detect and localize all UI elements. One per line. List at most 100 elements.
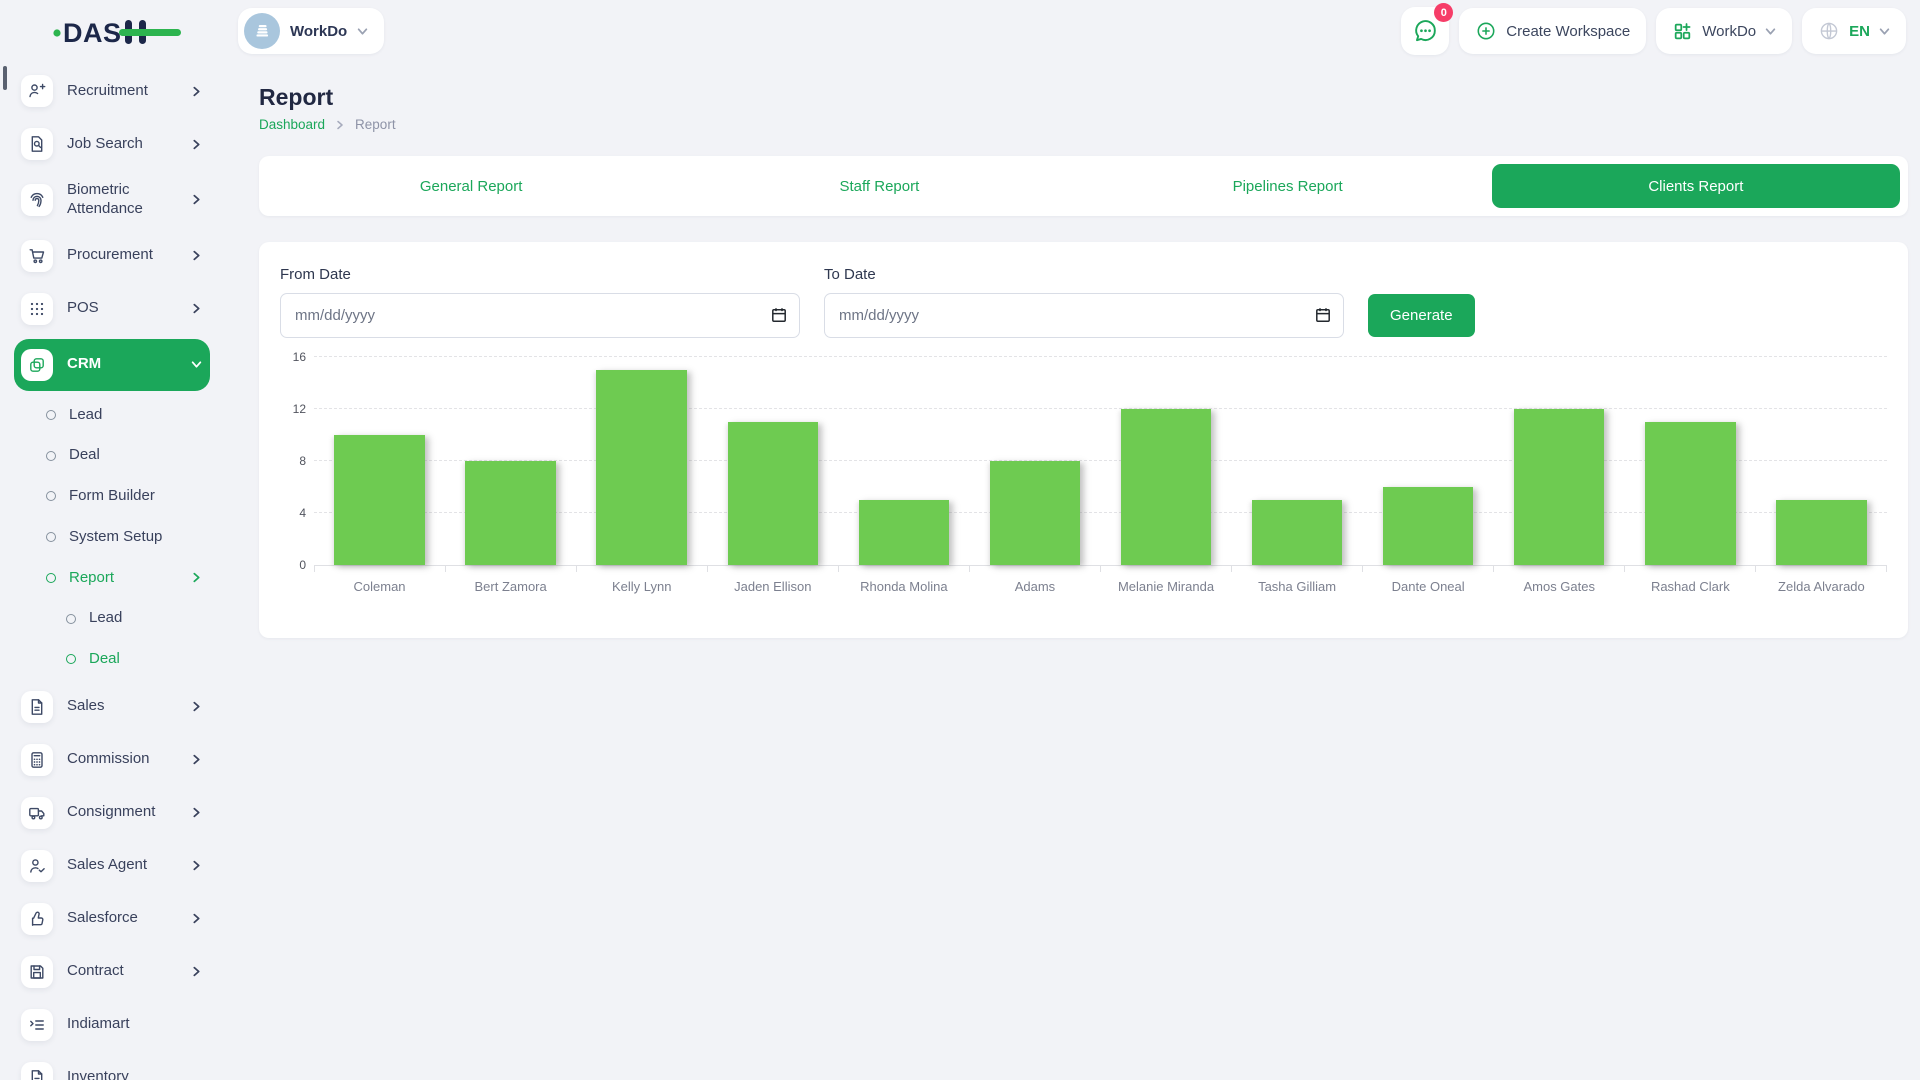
workdo-menu-button[interactable]: WorkDo xyxy=(1656,8,1793,54)
tab-staff-report[interactable]: Staff Report xyxy=(675,164,1083,208)
commission-icon xyxy=(21,743,53,776)
tab-general-report[interactable]: General Report xyxy=(267,164,675,208)
chart-bar-slot xyxy=(1363,487,1494,565)
sidebar-scrollbar[interactable] xyxy=(3,66,7,90)
globe-icon xyxy=(1820,22,1838,40)
sidebar-item-indiamart[interactable]: Indiamart xyxy=(14,999,210,1051)
sidebar-item-deal[interactable]: Deal xyxy=(14,435,210,476)
sidebar-item-procurement[interactable]: Procurement xyxy=(14,230,210,282)
pos-icon xyxy=(21,292,53,325)
chart-x-label: Coleman xyxy=(353,579,406,594)
chart-x-label: Rhonda Molina xyxy=(860,579,948,594)
sidebar-item-lead[interactable]: Lead xyxy=(14,395,210,436)
sidebar-item-commission[interactable]: Commission xyxy=(14,734,210,786)
create-workspace-label: Create Workspace xyxy=(1506,22,1631,40)
bar-zelda-alvarado[interactable] xyxy=(1776,500,1867,565)
tab-pipelines-report[interactable]: Pipelines Report xyxy=(1084,164,1492,208)
bar-tasha-gilliam[interactable] xyxy=(1251,500,1343,565)
chart-axis-tick xyxy=(1494,566,1625,572)
chevron-right-icon xyxy=(191,303,202,314)
sidebar-item-consignment[interactable]: Consignment xyxy=(14,787,210,839)
generate-button[interactable]: Generate xyxy=(1368,294,1475,337)
circle-bullet-icon xyxy=(46,491,56,502)
grid-plus-icon xyxy=(1675,22,1691,39)
bar-rashad-clark[interactable] xyxy=(1645,422,1736,565)
chart-bar-slot xyxy=(1625,422,1756,565)
bar-melanie-miranda[interactable] xyxy=(1120,409,1212,565)
tab-clients-report[interactable]: Clients Report xyxy=(1491,164,1900,208)
bar-bert-zamora[interactable] xyxy=(465,461,556,565)
job-search-icon xyxy=(21,128,53,160)
sidebar-item-label: System Setup xyxy=(69,527,163,545)
contract-icon xyxy=(21,955,53,988)
chart-plot-area: 0 4 8 12 16 xyxy=(293,350,1887,572)
chart-axis-tick xyxy=(1756,566,1887,572)
messages-badge: 0 xyxy=(1434,3,1454,22)
calendar-icon[interactable] xyxy=(1314,306,1332,324)
sidebar-item-sales-agent[interactable]: Sales Agent xyxy=(14,840,210,892)
sidebar-item-report[interactable]: Report xyxy=(14,558,210,599)
chart-axis-ticks xyxy=(314,566,1887,572)
sidebar-item-contract[interactable]: Contract xyxy=(14,946,210,998)
sidebar-item-system-setup[interactable]: System Setup xyxy=(14,517,210,558)
language-selector[interactable]: EN xyxy=(1802,8,1906,54)
chart-y-tick-label: 16 xyxy=(292,350,306,364)
chart-axis-tick xyxy=(1232,566,1363,572)
chart-bars xyxy=(314,358,1887,565)
from-date-label: From Date xyxy=(280,266,351,283)
chart-y-tick-label: 8 xyxy=(299,454,306,468)
sidebar-item-biometric-attendance[interactable]: Biometric Attendance xyxy=(14,171,210,229)
indiamart-icon xyxy=(21,1008,53,1041)
sidebar-item-crm[interactable]: CRM xyxy=(14,338,210,391)
chart-x-label: Bert Zamora xyxy=(474,579,547,594)
messages-button[interactable]: 0 xyxy=(1401,3,1454,55)
bar-adams[interactable] xyxy=(989,461,1081,565)
sidebar-item-label: CRM xyxy=(67,355,102,373)
sidebar-item-recruitment[interactable]: Recruitment xyxy=(14,65,210,117)
sidebar-item-inventory[interactable]: Inventory xyxy=(14,1052,210,1080)
sidebar-item-sales[interactable]: Sales xyxy=(14,681,210,733)
bar-jaden-ellison[interactable] xyxy=(727,422,818,565)
clients-report-chart: 0 4 8 12 16 Coleman Bert Zamora Kelly Lynn Jade… xyxy=(280,350,1887,594)
workspace-selector[interactable]: WorkDo xyxy=(238,8,385,54)
sidebar-item-label: Inventory xyxy=(67,1068,129,1080)
sidebar-item-salesforce[interactable]: Salesforce xyxy=(14,893,210,945)
chart-x-label: Adams xyxy=(1014,579,1056,594)
chevron-down-icon xyxy=(357,26,368,37)
chart-bar-slot xyxy=(969,461,1100,565)
chart-gridline xyxy=(314,408,1887,409)
bar-kelly-lynn[interactable] xyxy=(596,370,687,565)
breadcrumb-dashboard-link[interactable]: Dashboard xyxy=(259,117,326,132)
sidebar-item-label: Report xyxy=(69,568,115,586)
chevron-down-icon xyxy=(1879,26,1890,37)
sidebar-item-label: Form Builder xyxy=(69,487,155,504)
bar-amos-gates[interactable] xyxy=(1514,409,1605,565)
to-date-input[interactable] xyxy=(824,293,1344,338)
sidebar-item-label: Commission xyxy=(67,750,150,768)
calendar-icon[interactable] xyxy=(770,306,788,324)
bar-dante-oneal[interactable] xyxy=(1382,487,1474,565)
sidebar-item-form-builder[interactable]: Form Builder xyxy=(14,476,210,517)
bar-coleman[interactable] xyxy=(334,435,425,565)
chart-y-tick-label: 4 xyxy=(299,506,306,520)
from-date-input[interactable] xyxy=(280,293,800,338)
from-date-field: From Date xyxy=(280,266,800,338)
recruitment-icon xyxy=(21,75,53,107)
bar-rhonda-molina[interactable] xyxy=(858,500,950,565)
to-date-label: To Date xyxy=(824,266,876,283)
chart-gridline xyxy=(314,356,1887,357)
chart-axis-tick xyxy=(839,566,970,572)
create-workspace-button[interactable]: Create Workspace xyxy=(1459,8,1647,54)
sidebar-item-label: Deal xyxy=(69,446,100,464)
chevron-right-icon xyxy=(191,807,202,818)
sidebar: Recruitment Job Search Biometric Attendanc… xyxy=(0,62,220,1080)
sidebar-item-pos[interactable]: POS xyxy=(14,283,210,335)
sidebar-item-label: Biometric Attendance xyxy=(67,181,143,217)
chart-x-label: Jaden Ellison xyxy=(734,579,812,594)
sidebar-item-lead[interactable]: Lead xyxy=(14,598,210,639)
sidebar-item-job-search[interactable]: Job Search xyxy=(14,118,210,170)
sidebar-item-deal[interactable]: Deal xyxy=(14,639,210,680)
workspace-name: WorkDo xyxy=(290,22,348,40)
to-date-field: To Date xyxy=(824,266,1344,338)
chevron-down-icon xyxy=(1765,26,1776,37)
